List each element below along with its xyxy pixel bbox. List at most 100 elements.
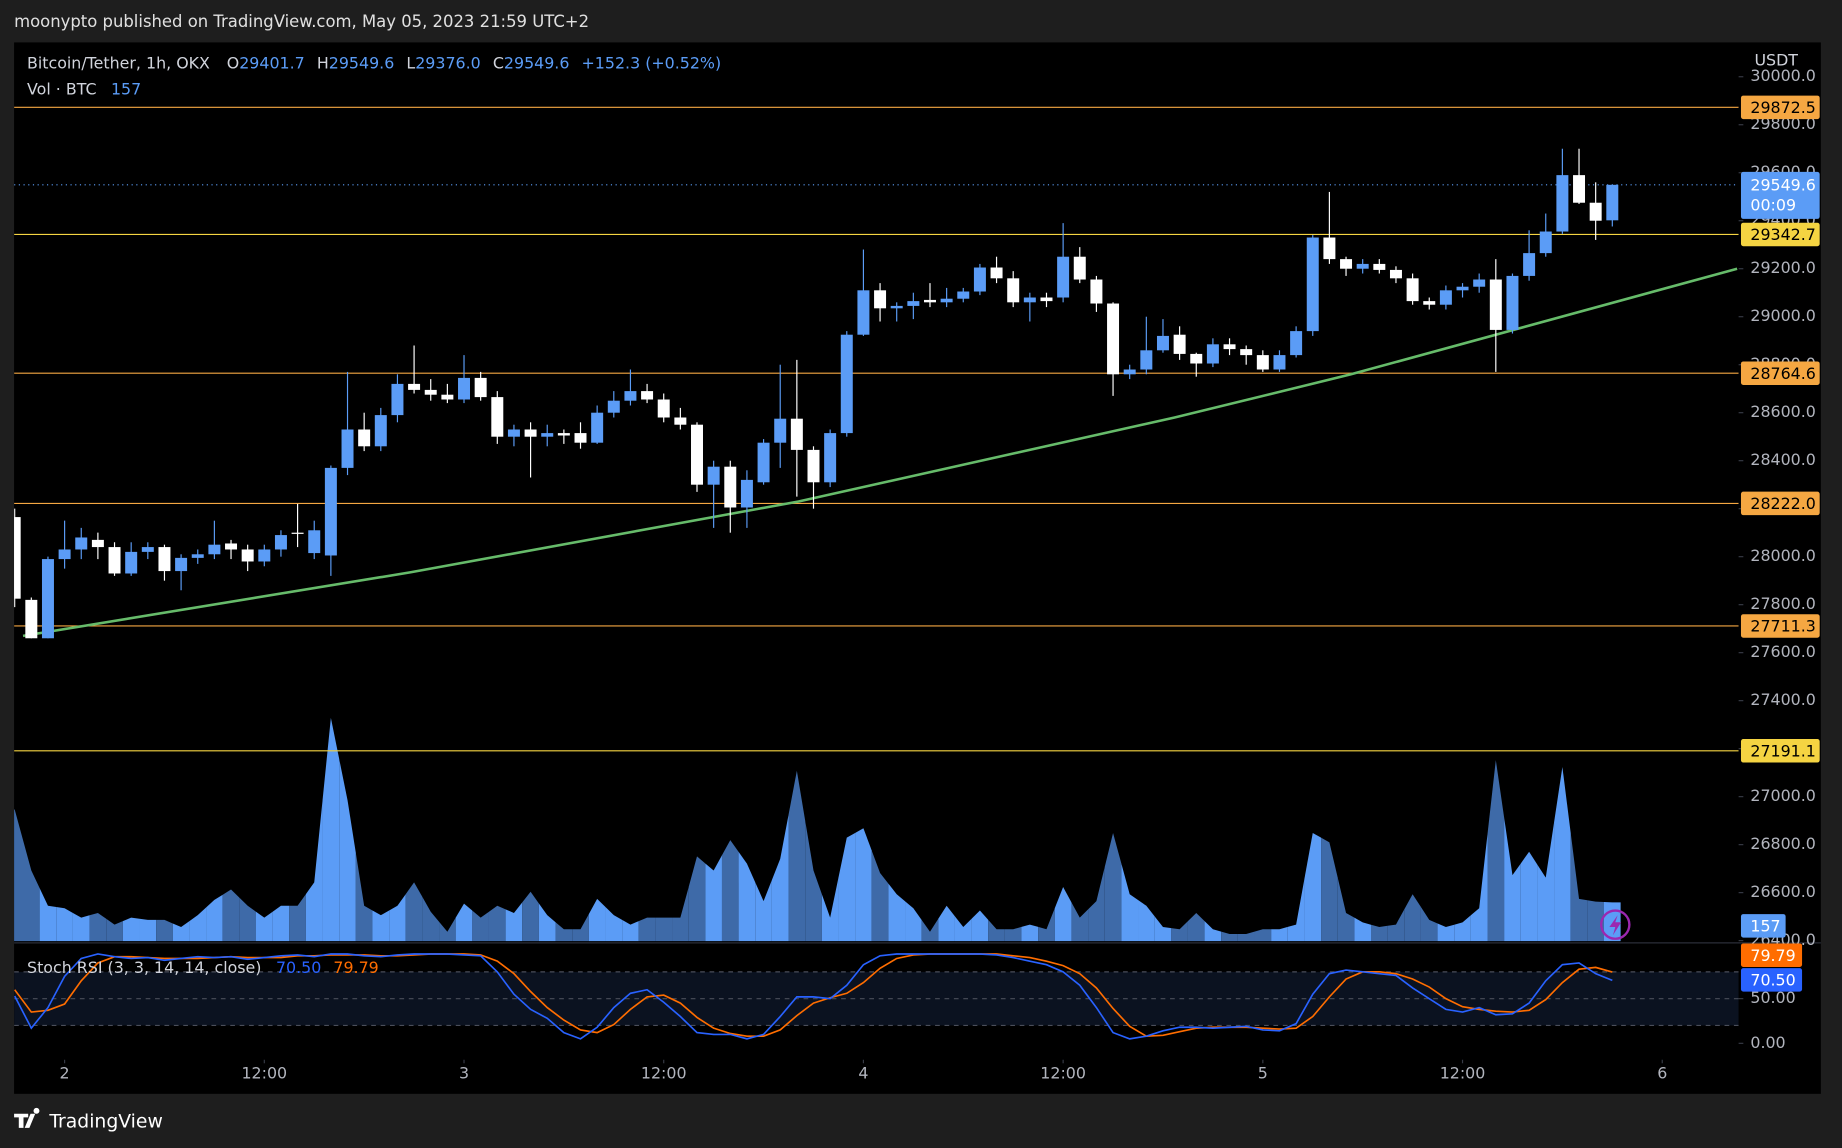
volume-segment <box>206 894 223 942</box>
candle-body <box>840 334 853 434</box>
volume-segment <box>1570 832 1588 942</box>
candle-body <box>91 539 104 548</box>
candle-body <box>141 547 154 552</box>
volume-segment <box>721 840 739 942</box>
candle-body <box>1406 278 1419 302</box>
volume-segment <box>705 855 722 942</box>
volume-segment <box>1154 916 1172 942</box>
stoch-line <box>14 953 1613 1040</box>
legend: Bitcoin/Tether, 1h, OKX O29401.7 H29549.… <box>27 53 721 72</box>
level-label-box <box>1740 222 1820 247</box>
y-tick-label: 26600.0 <box>1750 882 1816 901</box>
volume-value: 157 <box>111 79 141 98</box>
candle-body <box>957 291 970 299</box>
candle-body <box>225 543 238 550</box>
volume-segment <box>322 717 340 942</box>
candle-body <box>1306 237 1319 332</box>
volume-segment <box>172 921 190 942</box>
stoch-d-value: 79.79 <box>333 958 378 977</box>
candle-body <box>574 433 587 443</box>
candle-body <box>541 433 554 437</box>
candle-body <box>474 377 487 398</box>
candle-body <box>923 299 936 303</box>
candle-body <box>1573 175 1586 203</box>
y-tick-label: 27400.0 <box>1750 690 1816 709</box>
volume-box-label: 157 <box>1750 917 1780 936</box>
ohlc-value: 29376.0 <box>415 53 481 72</box>
x-tick-label: 3 <box>459 1063 469 1082</box>
candle-body <box>458 377 471 400</box>
volume-segment <box>1054 887 1072 942</box>
candle-body <box>125 551 138 574</box>
volume-segment <box>289 894 306 942</box>
candle-body <box>1156 335 1169 351</box>
stoch-value-label: 70.50 <box>1750 971 1795 990</box>
volume-segment <box>89 912 107 942</box>
candle-body <box>1073 256 1086 280</box>
volume-segment <box>189 907 207 942</box>
volume-segment <box>505 902 523 942</box>
volume-segment <box>1038 908 1055 942</box>
candle-body <box>641 391 654 400</box>
stoch-pane <box>14 953 1739 1040</box>
volume-segment <box>106 918 123 942</box>
candle-body <box>391 383 404 416</box>
volume-segment <box>1271 926 1288 942</box>
candle-body <box>1323 237 1336 260</box>
volume-segment <box>239 897 256 942</box>
candle-body <box>1373 263 1386 270</box>
candle-body <box>990 267 1003 279</box>
ohlc-value: 29549.6 <box>504 53 570 72</box>
level-label-box <box>1740 491 1820 516</box>
volume-segment <box>771 814 789 942</box>
volume-segment <box>788 770 806 942</box>
candle-body <box>491 397 504 437</box>
volume-segment <box>921 918 939 942</box>
ohlc-value: 29549.6 <box>329 53 395 72</box>
plot: 26400.026600.026800.027000.027200.027400… <box>14 66 1820 1082</box>
candle-body <box>907 301 920 306</box>
candle-body <box>1240 349 1253 356</box>
candle-body <box>408 383 421 390</box>
candle-body <box>191 554 204 558</box>
candle-body <box>1556 175 1569 232</box>
volume-segment <box>488 905 506 942</box>
candle-body <box>1489 279 1502 330</box>
volume-segment <box>1420 907 1438 942</box>
candle-body <box>358 429 371 447</box>
stoch-name: Stoch RSI (3, 3, 14, 14, close) <box>27 958 261 977</box>
x-tick-label: 12:00 <box>1040 1063 1086 1082</box>
candle-body <box>75 537 88 550</box>
candle-body <box>374 415 387 447</box>
ohlc-value: 29401.7 <box>239 53 305 72</box>
candle-body <box>624 391 637 401</box>
volume-segment <box>1104 832 1122 942</box>
stoch-value-box <box>1740 968 1803 992</box>
volume-segment <box>1237 931 1255 942</box>
level-label: 28764.6 <box>1750 364 1816 383</box>
ohlc-label: C <box>493 53 504 72</box>
volume-segment <box>888 883 906 942</box>
volume-segment <box>1221 931 1238 942</box>
candle-body <box>790 418 803 450</box>
volume-segment <box>938 905 955 942</box>
volume-segment <box>622 919 639 942</box>
candle-body <box>774 418 787 443</box>
last-price-box <box>1740 171 1820 219</box>
candle-body <box>1090 279 1103 304</box>
candle-body <box>1506 275 1519 330</box>
volume-segment <box>14 809 24 942</box>
candle-body <box>308 530 321 554</box>
y-tick-label: 27600.0 <box>1750 642 1816 661</box>
candle-body <box>1007 278 1020 303</box>
volume-segment <box>738 851 756 942</box>
candle-body <box>1606 184 1619 221</box>
volume-segment <box>655 917 673 942</box>
candle-body <box>507 429 520 437</box>
candle-body <box>973 267 986 292</box>
volume-segment <box>1404 894 1421 942</box>
volume-segment <box>389 894 406 942</box>
x-tick-label: 12:00 <box>641 1063 687 1082</box>
volume-segment <box>1554 767 1571 942</box>
